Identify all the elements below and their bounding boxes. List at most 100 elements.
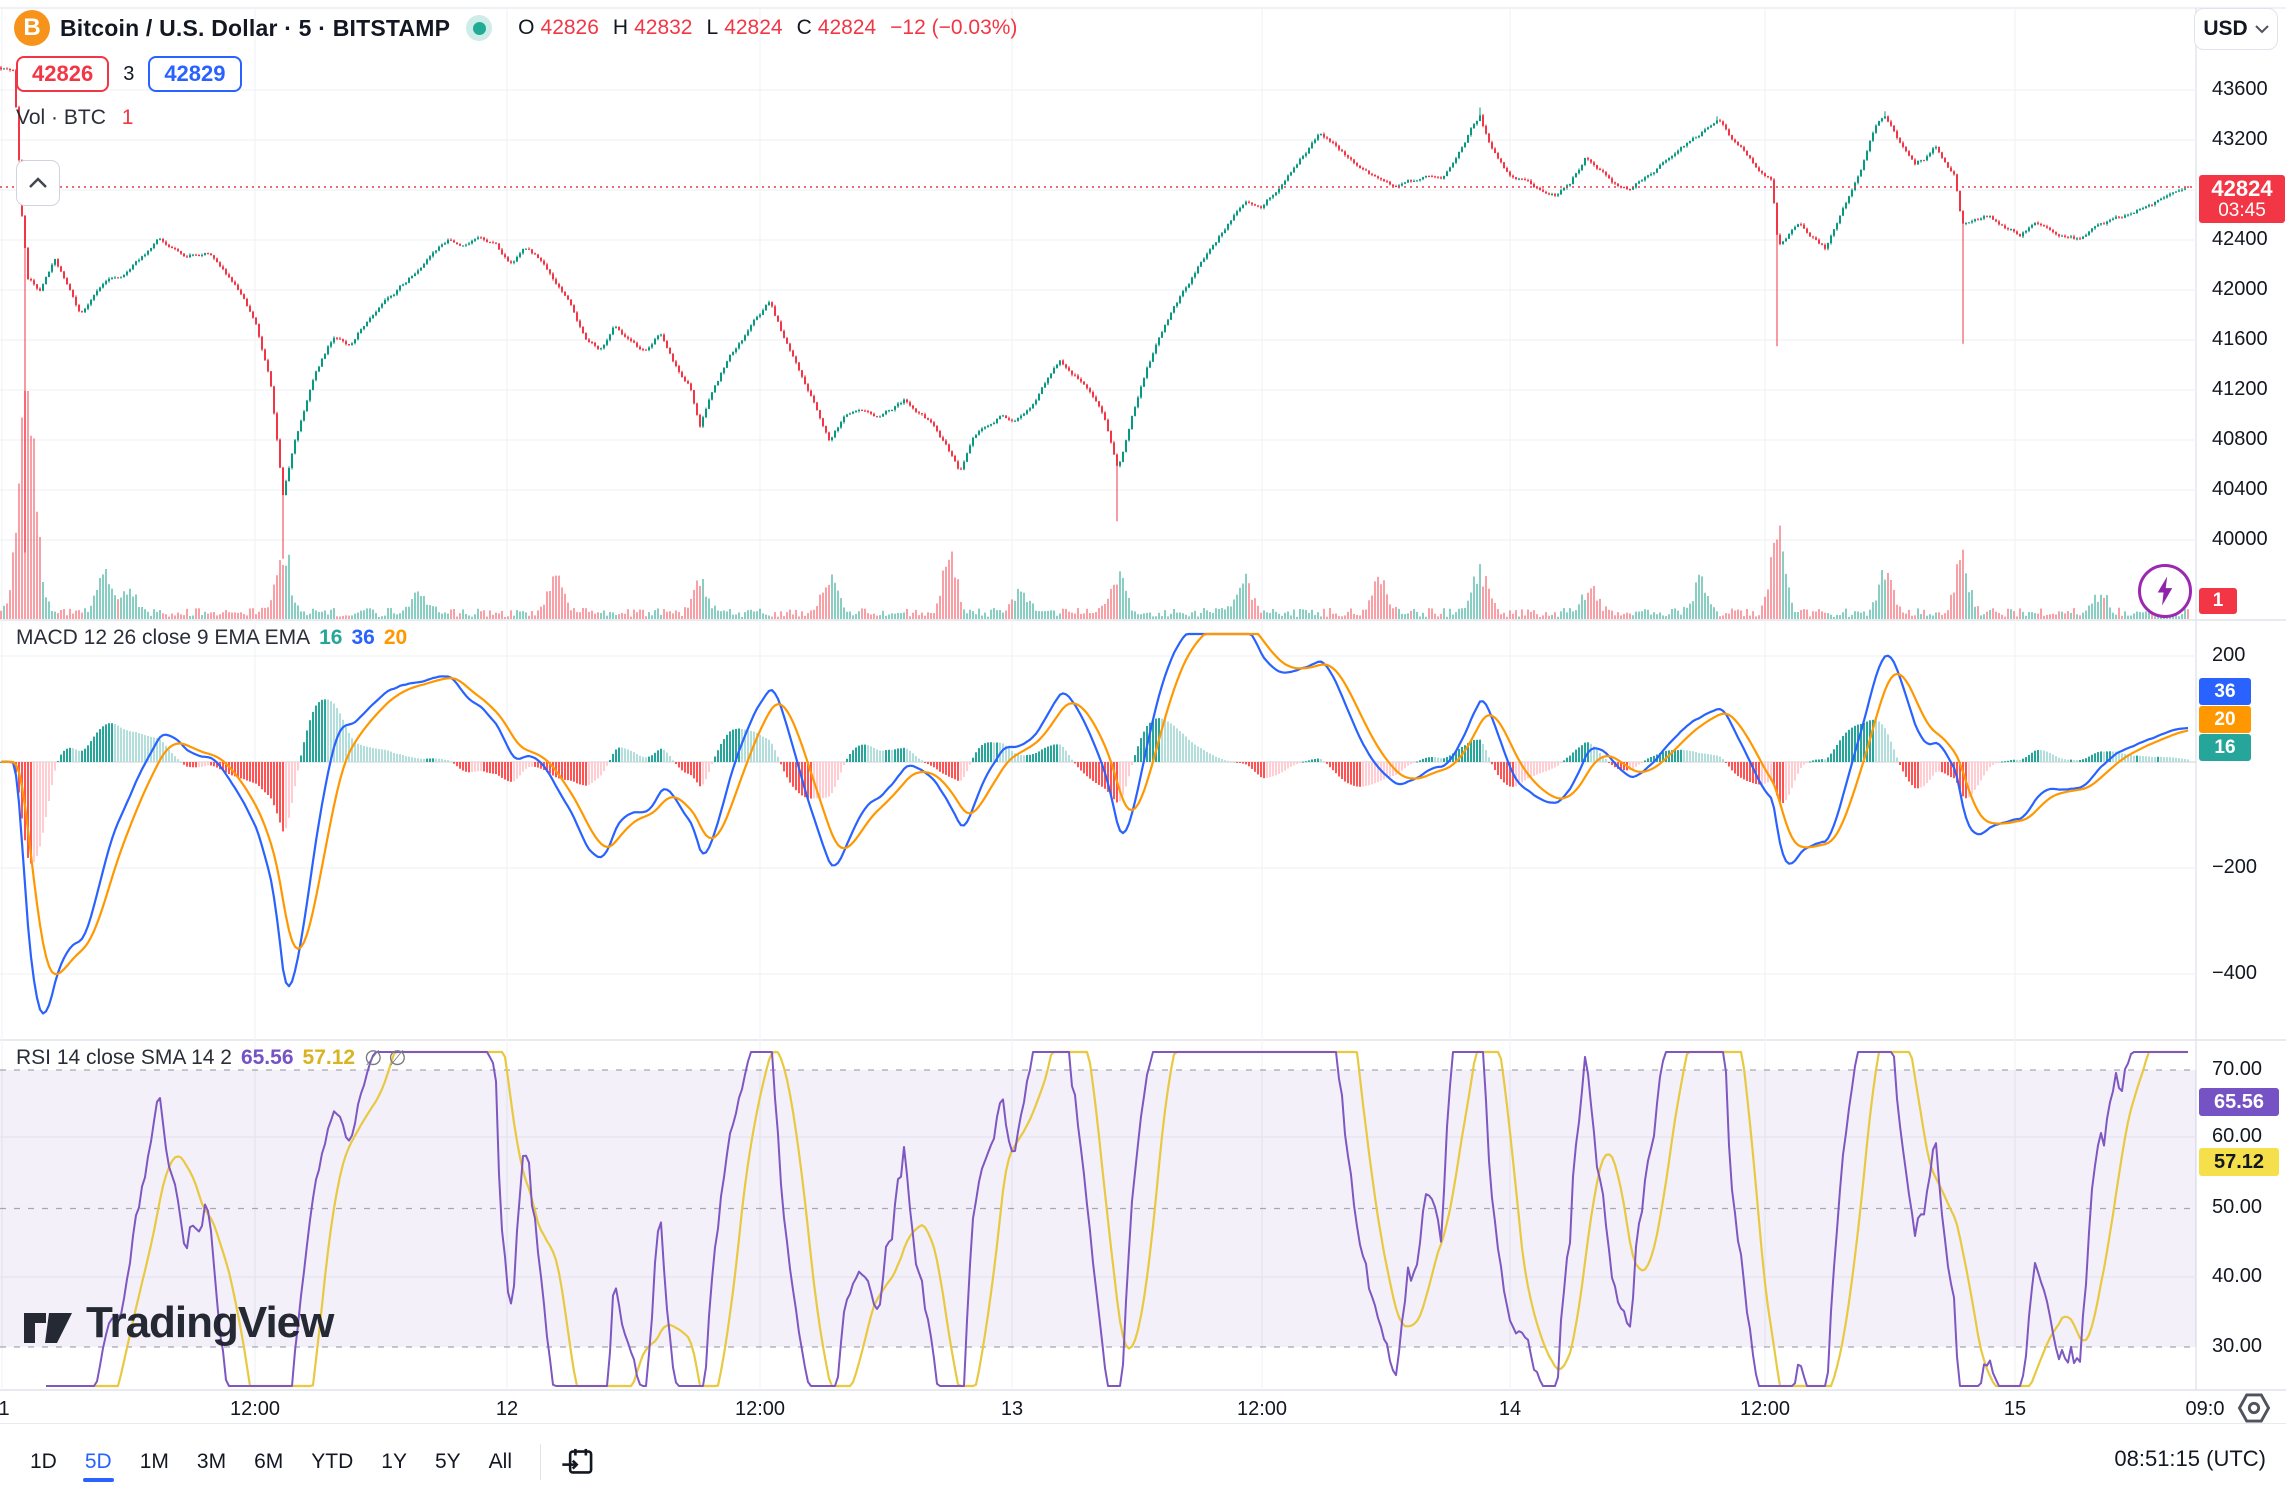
ohlc-readout: O 42826 H 42832 L 42824 C 42824 −12 (−0.03%): [518, 16, 1025, 40]
rsi-value: 65.56: [240, 1046, 294, 1069]
time-axis-label: 12:00: [1739, 1398, 1791, 1420]
time-axis-label: 13: [1000, 1398, 1024, 1420]
rsi-sma-value: 57.12: [302, 1046, 356, 1069]
time-axis-label: 12:00: [1236, 1398, 1288, 1420]
time-axis-label: 15: [2003, 1398, 2027, 1420]
range-button-1D[interactable]: 1D: [18, 1440, 69, 1484]
range-button-6M[interactable]: 6M: [242, 1440, 295, 1484]
range-button-1M[interactable]: 1M: [128, 1440, 181, 1484]
session-clock[interactable]: 08:51:15 (UTC): [2114, 1446, 2266, 1471]
collapse-legend-button[interactable]: [16, 160, 60, 206]
calendar-arrow-icon: [562, 1448, 593, 1474]
sell-price-button[interactable]: 42826: [16, 56, 110, 92]
range-button-3M[interactable]: 3M: [185, 1440, 238, 1484]
time-axis-label: 12:00: [229, 1398, 281, 1420]
instant-trading-button[interactable]: [2138, 564, 2192, 618]
low-value: 42824: [724, 16, 783, 39]
volume-legend-label: Vol · BTC: [16, 106, 106, 129]
time-axis-label: 1: [0, 1398, 10, 1420]
macd-axis-badge: 16: [2199, 734, 2251, 761]
time-axis-label: 14: [1498, 1398, 1522, 1420]
buy-price-button[interactable]: 42829: [148, 56, 242, 92]
time-axis-label: 09:0: [2185, 1398, 2225, 1420]
price-axis-label: 40000: [2212, 528, 2268, 550]
macd-signal-value: 20: [383, 626, 408, 649]
title-separator: ·: [318, 14, 327, 41]
volume-legend-value: 1: [121, 106, 134, 129]
price-axis-label: 40400: [2212, 478, 2268, 500]
macd-axis-label: 200: [2212, 644, 2246, 666]
change-value: −12 (−0.03%): [890, 16, 1018, 39]
date-range-switcher: 1D 5D 1M 3M 6M YTD 1Y 5Y All: [18, 1440, 524, 1484]
rsi-axis-label: 60.00: [2212, 1125, 2263, 1147]
volume-legend[interactable]: Vol · BTC 1: [16, 106, 133, 130]
chevron-up-icon: [29, 177, 47, 188]
range-button-YTD[interactable]: YTD: [299, 1440, 365, 1484]
tradingview-watermark: TradingView: [22, 1298, 334, 1348]
price-axis-label: 42400: [2212, 228, 2268, 250]
toolbar-divider: [540, 1444, 541, 1480]
open-value: 42826: [540, 16, 599, 39]
currency-label: USD: [2203, 17, 2248, 40]
rsi-axis-label: 70.00: [2212, 1058, 2263, 1080]
rsi-axis-label: 30.00: [2212, 1335, 2263, 1357]
last-price-badge: 42824 03:45: [2199, 175, 2285, 223]
symbol-title[interactable]: Bitcoin / U.S. Dollar · 5 · BITSTAMP: [60, 15, 450, 42]
chevron-down-icon: [2254, 24, 2269, 33]
price-axis-label: 43200: [2212, 128, 2268, 150]
market-open-status-icon: [466, 15, 493, 41]
go-to-date-button[interactable]: [557, 1442, 599, 1482]
low-label: L: [706, 16, 719, 39]
macd-axis-label: −200: [2212, 856, 2258, 878]
time-axis-label: 12: [495, 1398, 519, 1420]
rsi-extra-values: ∅ ∅: [364, 1047, 407, 1070]
bitcoin-logo-icon: B: [14, 10, 50, 46]
range-button-5D[interactable]: 5D: [73, 1440, 124, 1484]
time-axis-label: 12:00: [734, 1398, 786, 1420]
close-value: 42824: [817, 16, 877, 39]
range-button-All[interactable]: All: [477, 1440, 524, 1484]
volume-axis-badge: 1: [2199, 588, 2237, 614]
gear-hexagon-icon: [2237, 1393, 2271, 1423]
close-label: C: [796, 16, 812, 39]
macd-axis-badge: 36: [2199, 678, 2251, 705]
spread-value: 3: [123, 62, 135, 85]
rsi-legend-title: RSI 14 close SMA 14 2: [16, 1046, 232, 1069]
tradingview-logo-icon: [24, 1313, 72, 1343]
chart-header: B Bitcoin / U.S. Dollar · 5 · BITSTAMP O…: [14, 10, 1025, 46]
bar-countdown: 03:45: [2218, 200, 2266, 221]
rsi-axis-label: 40.00: [2212, 1265, 2263, 1287]
watermark-text: TradingView: [86, 1298, 334, 1347]
macd-legend-title: MACD 12 26 close 9 EMA EMA: [16, 626, 311, 649]
lightning-icon: [2157, 576, 2173, 606]
rsi-axis-badge: 65.56: [2199, 1088, 2279, 1116]
range-button-1Y[interactable]: 1Y: [369, 1440, 419, 1484]
currency-selector[interactable]: USD: [2194, 8, 2278, 50]
title-separator: ·: [284, 14, 293, 41]
time-axis-settings-button[interactable]: [2236, 1392, 2272, 1427]
buy-sell-panel: 42826 3 42829: [16, 56, 242, 92]
range-button-5Y[interactable]: 5Y: [423, 1440, 473, 1484]
rsi-axis-badge: 57.12: [2199, 1148, 2279, 1176]
rsi-legend[interactable]: RSI 14 close SMA 14 2 65.56 57.12 ∅ ∅: [16, 1046, 407, 1071]
macd-line-value: 36: [351, 626, 375, 649]
macd-axis-badge: 20: [2199, 706, 2251, 733]
price-axis-label: 43600: [2212, 78, 2268, 100]
macd-legend[interactable]: MACD 12 26 close 9 EMA EMA 16 36 20: [16, 626, 407, 650]
price-axis-label: 41600: [2212, 328, 2268, 350]
volume-axis-value: 1: [2212, 590, 2224, 611]
bottom-toolbar: 1D 5D 1M 3M 6M YTD 1Y 5Y All: [0, 1424, 2286, 1500]
high-value: 42832: [634, 16, 693, 39]
macd-axis-label: −400: [2212, 962, 2258, 984]
high-label: H: [612, 16, 629, 39]
open-label: O: [518, 16, 535, 39]
price-axis-label: 40800: [2212, 428, 2268, 450]
exchange-name: BITSTAMP: [332, 14, 451, 41]
price-axis-label: 42000: [2212, 278, 2268, 300]
macd-hist-value: 16: [319, 626, 343, 649]
interval-value: 5: [298, 14, 312, 41]
symbol-name: Bitcoin / U.S. Dollar: [60, 14, 278, 41]
price-axis-label: 41200: [2212, 378, 2268, 400]
